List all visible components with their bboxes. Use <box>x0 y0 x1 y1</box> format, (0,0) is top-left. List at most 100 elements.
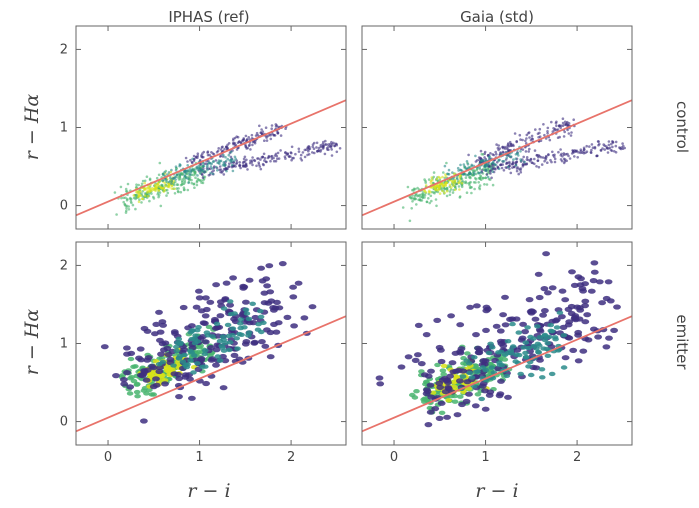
data-point <box>435 177 439 181</box>
data-point <box>219 148 223 151</box>
data-point <box>447 168 451 172</box>
data-point <box>491 153 495 156</box>
data-point <box>457 169 460 172</box>
data-point <box>123 351 131 357</box>
data-point <box>175 336 183 342</box>
panel-0: 0 1 2 <box>60 25 347 230</box>
data-point <box>330 148 334 151</box>
data-point <box>472 171 476 174</box>
data-point <box>472 332 480 338</box>
data-point <box>206 165 209 169</box>
data-point <box>574 274 583 280</box>
data-point <box>186 188 190 192</box>
data-point <box>170 363 177 368</box>
data-point <box>235 161 239 164</box>
data-point <box>203 170 206 174</box>
data-point <box>453 412 462 418</box>
data-point <box>143 181 146 185</box>
panel-plot-area <box>362 251 632 433</box>
data-point <box>202 295 210 301</box>
data-point <box>207 162 210 165</box>
data-point <box>332 141 335 145</box>
data-point <box>162 190 166 193</box>
data-point <box>458 401 466 408</box>
data-point <box>196 152 200 155</box>
data-point <box>448 193 452 197</box>
data-point <box>438 176 442 180</box>
data-point <box>501 352 509 357</box>
data-point <box>189 328 197 333</box>
data-point <box>424 184 428 187</box>
data-point <box>573 155 576 158</box>
x-tick-label: 2 <box>287 450 295 465</box>
data-point <box>191 157 194 161</box>
data-point <box>507 142 510 145</box>
data-point <box>521 138 524 142</box>
data-point <box>519 150 522 153</box>
data-point <box>553 155 556 159</box>
data-point <box>245 277 254 283</box>
data-point <box>467 153 470 157</box>
data-point <box>525 345 532 351</box>
y-axis-label-top: r − Hα <box>21 94 43 161</box>
data-point <box>232 137 235 141</box>
data-point <box>250 159 254 162</box>
data-point <box>504 394 512 400</box>
data-point <box>183 179 187 182</box>
data-point <box>216 161 219 165</box>
data-point <box>535 165 538 168</box>
data-point <box>547 153 550 157</box>
data-point <box>289 155 292 158</box>
data-point <box>266 156 270 160</box>
data-point <box>554 121 558 125</box>
y-tick-label: 0 <box>60 415 68 430</box>
data-point <box>553 160 557 164</box>
data-point <box>148 199 151 203</box>
data-point <box>482 367 490 373</box>
data-point <box>422 332 431 338</box>
data-point <box>130 364 137 369</box>
data-point <box>492 323 501 329</box>
data-point <box>201 176 205 179</box>
data-point <box>543 346 550 352</box>
data-point <box>564 306 573 312</box>
data-point <box>551 130 555 133</box>
data-point <box>611 145 614 149</box>
data-point <box>527 158 530 162</box>
data-point <box>177 187 180 190</box>
data-point <box>417 361 426 367</box>
data-point <box>519 167 523 170</box>
data-point <box>221 358 230 364</box>
data-point <box>233 142 236 146</box>
data-point <box>499 312 507 318</box>
data-point <box>585 150 589 153</box>
data-point <box>607 140 611 143</box>
data-point <box>191 161 194 165</box>
data-point <box>466 304 474 310</box>
data-point <box>522 155 525 159</box>
x-tick-label: 1 <box>195 450 203 465</box>
data-point <box>485 164 488 168</box>
data-point <box>502 169 506 172</box>
data-point <box>548 371 556 377</box>
data-point <box>523 163 526 166</box>
data-point <box>255 131 259 135</box>
data-point <box>226 157 229 161</box>
data-point <box>508 162 511 165</box>
data-point <box>206 168 209 171</box>
data-point <box>242 165 245 168</box>
data-point <box>148 178 152 182</box>
data-point <box>244 163 248 166</box>
x-tick-label: 0 <box>104 450 112 465</box>
data-point <box>223 164 226 167</box>
data-point <box>197 308 206 314</box>
data-point <box>452 181 455 185</box>
data-point <box>500 166 504 170</box>
data-point <box>226 340 234 345</box>
data-point <box>177 178 181 181</box>
data-point <box>588 145 591 148</box>
data-point <box>113 191 117 194</box>
data-point <box>567 310 576 317</box>
data-point <box>608 146 612 150</box>
